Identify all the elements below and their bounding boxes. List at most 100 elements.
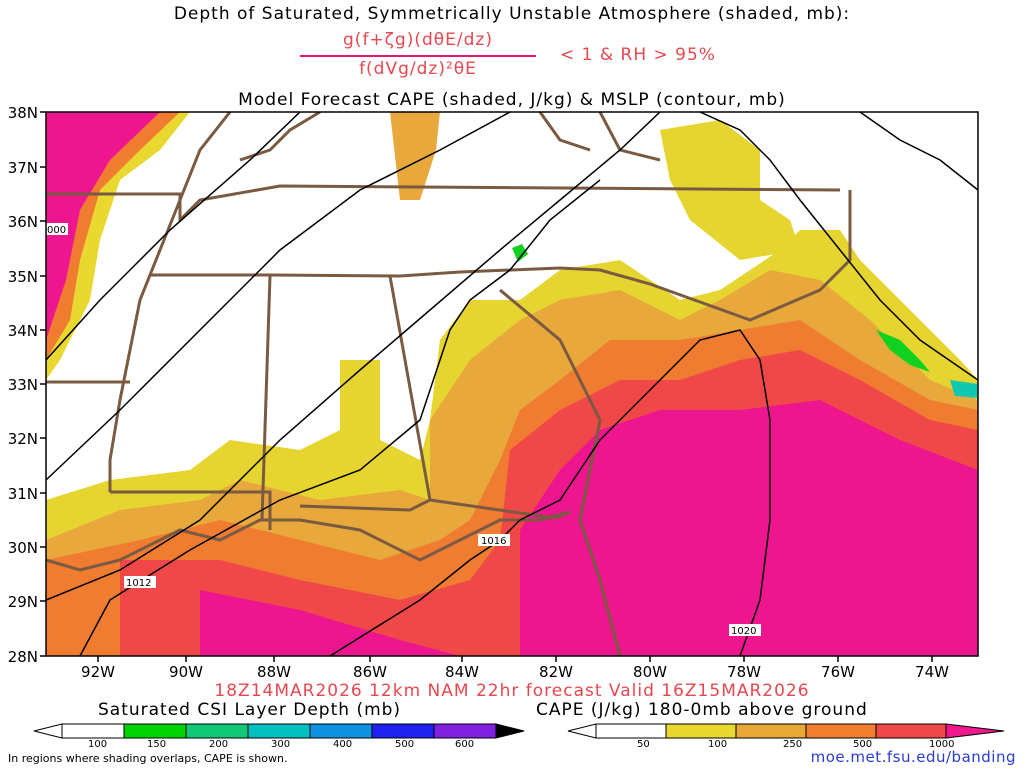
lon-label: 82W xyxy=(539,663,573,681)
csi-swatch xyxy=(61,723,125,739)
lon-label: 80W xyxy=(633,663,667,681)
state-border xyxy=(110,490,272,530)
cape-tick-label: 1000 xyxy=(929,739,955,750)
isobar-label-box xyxy=(46,223,68,235)
title-line-3: Model Forecast CAPE (shaded, J/kg) & MSL… xyxy=(238,90,786,110)
cape-swatch xyxy=(595,723,667,739)
lat-ticks xyxy=(40,111,46,657)
lat-label: 36N xyxy=(8,213,38,231)
csi-tick-label: 200 xyxy=(209,739,229,750)
csi-swatch xyxy=(433,723,497,739)
csi-colorbar-right-arrow xyxy=(495,723,525,739)
lon-label: 88W xyxy=(257,663,291,681)
csi-tick-label: 600 xyxy=(455,739,475,750)
overlap-note: In regions where shading overlaps, CAPE … xyxy=(8,752,288,765)
formula-denominator: f(dVg/dz)²θE xyxy=(359,59,477,79)
cape-colorbar-left-arrow xyxy=(567,723,597,739)
lon-label: 78W xyxy=(727,663,761,681)
isobar xyxy=(699,112,978,381)
cape-swatch xyxy=(735,723,807,739)
lat-label: 28N xyxy=(8,648,38,666)
cape-tick-label: 250 xyxy=(783,739,803,750)
csi-swatch xyxy=(309,723,373,739)
isobar xyxy=(79,179,601,656)
isobar-labels: 000 1016 1012 1020 xyxy=(46,223,761,637)
coastline xyxy=(46,558,121,572)
isobar xyxy=(859,112,978,191)
state-border xyxy=(538,112,591,152)
csi-swatch xyxy=(123,723,187,739)
cape-region xyxy=(520,400,978,656)
valid-time-line: 18Z14MAR2026 12km NAM 22hr forecast Vali… xyxy=(214,681,810,701)
lon-label: 90W xyxy=(169,663,203,681)
csi-colorbar xyxy=(33,723,525,739)
cape-tick-label: 100 xyxy=(708,739,728,750)
formula-numerator: g(f+ζg)(dθE/dz) xyxy=(343,30,493,50)
cape-region xyxy=(390,112,440,200)
lat-label: 38N xyxy=(8,104,38,122)
isobar xyxy=(329,519,521,656)
state-border xyxy=(499,288,602,421)
isobar-label-box xyxy=(729,624,761,636)
cape-region xyxy=(200,590,460,656)
lon-label: 84W xyxy=(445,663,479,681)
lat-label: 35N xyxy=(8,268,38,286)
lon-label: 86W xyxy=(353,663,387,681)
state-border xyxy=(46,184,841,224)
csi-swatch xyxy=(371,723,435,739)
state-border xyxy=(108,112,232,492)
state-border xyxy=(299,275,432,512)
isobars xyxy=(46,112,978,656)
csi-tick-label: 300 xyxy=(271,739,291,750)
isobar-label: 1012 xyxy=(126,578,151,589)
csi-tick-label: 500 xyxy=(395,739,415,750)
isobar-label: 1016 xyxy=(481,536,506,547)
lon-labels: 92W 90W 88W 86W 84W 82W 80W 78W 76W 74W xyxy=(81,663,949,681)
lat-label: 29N xyxy=(8,593,38,611)
coastline xyxy=(578,419,622,656)
csi-tick-label: 100 xyxy=(88,739,108,750)
cape-tick-label: 500 xyxy=(853,739,873,750)
isobar xyxy=(46,112,511,481)
cape-swatch xyxy=(805,723,877,739)
csi-swatch xyxy=(247,723,311,739)
lon-ticks xyxy=(97,656,933,662)
lon-label: 76W xyxy=(821,663,855,681)
formula-bar xyxy=(300,55,536,57)
isobar-label: 000 xyxy=(47,225,66,236)
csi-region xyxy=(876,330,930,372)
lat-label: 32N xyxy=(8,430,38,448)
isobar-label: 1020 xyxy=(731,626,756,637)
lon-label: 92W xyxy=(81,663,115,681)
cape-colorbar xyxy=(567,723,1005,739)
cape-colorbar-title: CAPE (J/kg) 180-0mb above ground xyxy=(536,700,868,720)
isobar xyxy=(46,112,301,361)
isobar-label-box xyxy=(124,576,156,588)
cape-region xyxy=(46,112,160,340)
csi-colorbar-left-arrow xyxy=(33,723,63,739)
cape-swatch xyxy=(875,723,947,739)
csi-swatch xyxy=(185,723,249,739)
isobar xyxy=(519,329,771,656)
cape-colorbar-right-arrow xyxy=(945,723,1005,739)
formula: g(f+ζg)(dθE/dz) f(dVg/dz)²θE xyxy=(300,30,536,79)
csi-region xyxy=(950,380,978,398)
lat-label: 30N xyxy=(8,539,38,557)
isobar xyxy=(46,112,661,601)
lat-label: 33N xyxy=(8,376,38,394)
isobar-label-box xyxy=(478,534,510,546)
state-borders xyxy=(46,112,852,656)
csi-tick-label: 150 xyxy=(147,739,167,750)
coastline xyxy=(699,190,852,322)
lon-label: 74W xyxy=(915,663,949,681)
title-line-1: Depth of Saturated, Symmetrically Unstab… xyxy=(173,4,851,24)
lat-label: 34N xyxy=(8,322,38,340)
cape-swatch xyxy=(665,723,737,739)
coastline xyxy=(119,510,571,562)
source-link[interactable]: moe.met.fsu.edu/banding xyxy=(810,748,1016,766)
lat-label: 37N xyxy=(8,159,38,177)
lat-label: 31N xyxy=(8,485,38,503)
csi-colorbar-title: Saturated CSI Layer Depth (mb) xyxy=(98,700,402,720)
lat-labels: 38N 37N 36N 35N 34N 33N 32N 31N 30N 29N … xyxy=(8,104,38,666)
